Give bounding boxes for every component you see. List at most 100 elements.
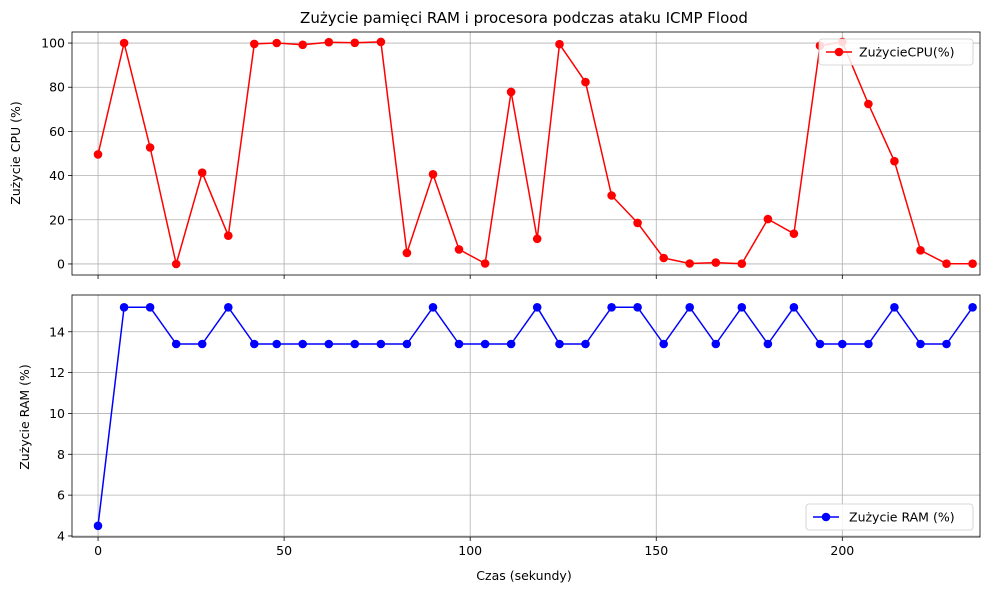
- cpu-y-tick-label: 80: [49, 80, 65, 95]
- ram-data-point: [838, 339, 847, 349]
- cpu-data-point: [633, 218, 642, 228]
- ram-data-point: [272, 339, 282, 349]
- cpu-data-point: [402, 248, 412, 258]
- cpu-data-point: [298, 40, 308, 50]
- ram-data-point: [532, 303, 542, 312]
- cpu-data-point: [93, 150, 103, 159]
- ram-data-point: [607, 303, 616, 312]
- chart-title: Zużycie pamięci RAM i procesora podczas …: [300, 9, 748, 27]
- ram-x-tick-label: 200: [830, 543, 854, 558]
- cpu-data-point: [376, 37, 386, 47]
- cpu-data-point: [324, 37, 334, 47]
- ram-x-tick-label: 100: [458, 543, 482, 558]
- cpu-data-point: [968, 259, 977, 269]
- ram-data-point: [480, 339, 490, 349]
- ram-data-point: [250, 339, 259, 349]
- ram-data-point: [119, 303, 129, 312]
- ram-y-tick-label: 6: [57, 488, 65, 503]
- ram-data-point: [763, 339, 773, 349]
- cpu-data-point: [890, 156, 899, 166]
- cpu-data-point: [428, 170, 438, 179]
- ram-data-point: [224, 303, 233, 312]
- cpu-data-point: [480, 259, 490, 268]
- ram-panel: 0 50 100 150 200 4 6 8 10 12 14: [49, 294, 981, 558]
- ram-x-tick-label: 0: [94, 543, 102, 558]
- ram-legend-label: Zużycie RAM (%): [849, 510, 955, 525]
- cpu-data-point: [581, 77, 590, 87]
- ram-data-point: [376, 339, 386, 349]
- ram-legend-marker: [821, 512, 831, 522]
- ram-x-tick-label: 50: [276, 543, 292, 558]
- cpu-data-point: [272, 38, 282, 48]
- ram-data-point: [93, 521, 103, 531]
- cpu-data-point: [454, 245, 464, 254]
- cpu-data-point: [250, 39, 259, 49]
- ram-data-point: [402, 339, 412, 349]
- cpu-data-point: [350, 38, 360, 48]
- cpu-data-point: [171, 259, 181, 269]
- ram-y-tick-label: 12: [49, 365, 65, 380]
- cpu-y-tick-label: 40: [49, 168, 65, 183]
- ram-data-point: [864, 339, 873, 349]
- ram-data-point: [555, 339, 564, 349]
- ram-data-point: [581, 339, 590, 349]
- cpu-data-point: [737, 259, 747, 269]
- ram-data-point: [659, 339, 668, 349]
- ram-data-point: [711, 339, 721, 349]
- cpu-y-tick-label: 60: [49, 124, 65, 139]
- ram-data-point: [815, 339, 825, 349]
- ram-data-point: [145, 303, 155, 312]
- ram-data-point: [324, 339, 334, 349]
- ram-data-point: [298, 339, 308, 349]
- x-axis-label: Czas (sekundy): [476, 568, 571, 583]
- ram-data-point: [916, 339, 925, 349]
- cpu-data-point: [864, 99, 873, 109]
- cpu-data-point: [607, 191, 616, 200]
- cpu-data-point: [789, 229, 799, 238]
- ram-legend: Zużycie RAM (%): [805, 503, 974, 531]
- cpu-legend: ZużycieCPU(%): [818, 38, 974, 66]
- ram-legend-frame: [805, 503, 974, 531]
- ram-y-tick-label: 4: [57, 528, 65, 543]
- cpu-y-tick-label: 0: [57, 256, 65, 271]
- ram-data-point: [428, 303, 438, 312]
- cpu-data-point: [685, 259, 694, 268]
- ram-data-point: [890, 303, 899, 312]
- ram-data-point: [789, 303, 799, 312]
- ram-y-tick-label: 10: [49, 406, 65, 421]
- cpu-axes-frame: [71, 31, 981, 276]
- cpu-data-point: [659, 253, 668, 263]
- cpu-data-point: [763, 214, 773, 224]
- cpu-data-point: [916, 246, 925, 255]
- ram-data-point: [197, 339, 207, 349]
- cpu-data-point: [145, 143, 155, 152]
- cpu-data-point: [555, 39, 564, 49]
- cpu-legend-label: ZużycieCPU(%): [859, 45, 955, 60]
- ram-y-tick-label: 14: [49, 324, 65, 339]
- ram-data-point: [171, 339, 181, 349]
- cpu-data-point: [942, 259, 951, 269]
- cpu-y-tick-label: 100: [41, 36, 65, 51]
- cpu-legend-frame: [818, 38, 974, 66]
- cpu-data-point: [532, 234, 542, 244]
- ram-data-point: [506, 339, 516, 349]
- ram-data-point: [685, 303, 694, 312]
- ram-data-point: [942, 339, 951, 349]
- cpu-data-point: [506, 87, 516, 97]
- cpu-data-point: [197, 168, 207, 177]
- cpu-y-tick-label: 20: [49, 212, 65, 227]
- ram-data-point: [737, 303, 747, 312]
- cpu-data-point: [224, 231, 233, 240]
- ram-y-tick-label: 8: [57, 447, 65, 462]
- cpu-data-point: [119, 38, 129, 48]
- cpu-legend-marker: [834, 47, 844, 57]
- cpu-data-point: [711, 258, 721, 267]
- ram-x-tick-label: 150: [644, 543, 668, 558]
- ram-y-axis-label: Zużycie RAM (%): [17, 364, 32, 470]
- ram-data-point: [968, 303, 977, 312]
- ram-data-point: [350, 339, 360, 349]
- ram-data-point: [454, 339, 464, 349]
- cpu-y-axis-label: Zużycie CPU (%): [8, 101, 23, 204]
- ram-axes-frame: [71, 294, 981, 538]
